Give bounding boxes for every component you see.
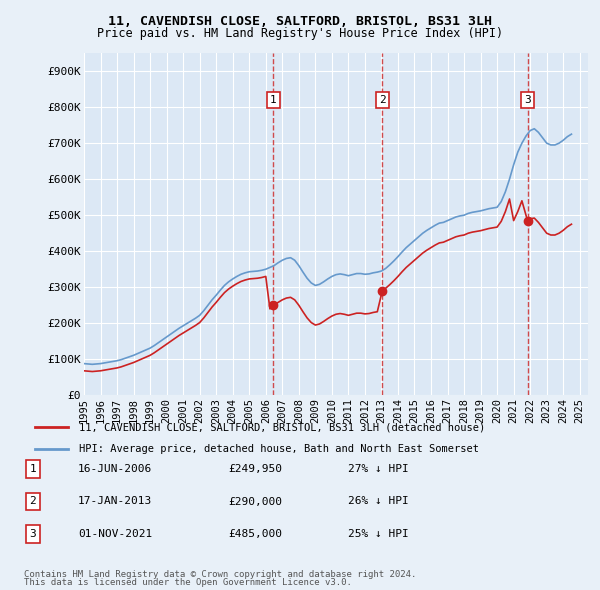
Text: £485,000: £485,000 — [228, 529, 282, 539]
Text: 3: 3 — [29, 529, 37, 539]
Text: Price paid vs. HM Land Registry's House Price Index (HPI): Price paid vs. HM Land Registry's House … — [97, 27, 503, 40]
Text: 01-NOV-2021: 01-NOV-2021 — [78, 529, 152, 539]
Text: 1: 1 — [29, 464, 37, 474]
Text: This data is licensed under the Open Government Licence v3.0.: This data is licensed under the Open Gov… — [24, 578, 352, 587]
Text: 2: 2 — [29, 497, 37, 506]
Text: 27% ↓ HPI: 27% ↓ HPI — [348, 464, 409, 474]
Text: 1: 1 — [270, 95, 277, 105]
Text: 3: 3 — [524, 95, 531, 105]
Text: 26% ↓ HPI: 26% ↓ HPI — [348, 497, 409, 506]
Text: 17-JAN-2013: 17-JAN-2013 — [78, 497, 152, 506]
Text: 2: 2 — [379, 95, 386, 105]
Text: 11, CAVENDISH CLOSE, SALTFORD, BRISTOL, BS31 3LH (detached house): 11, CAVENDISH CLOSE, SALTFORD, BRISTOL, … — [79, 422, 485, 432]
Text: £290,000: £290,000 — [228, 497, 282, 506]
Text: 11, CAVENDISH CLOSE, SALTFORD, BRISTOL, BS31 3LH: 11, CAVENDISH CLOSE, SALTFORD, BRISTOL, … — [108, 15, 492, 28]
Text: 16-JUN-2006: 16-JUN-2006 — [78, 464, 152, 474]
Text: 25% ↓ HPI: 25% ↓ HPI — [348, 529, 409, 539]
Text: £249,950: £249,950 — [228, 464, 282, 474]
Text: Contains HM Land Registry data © Crown copyright and database right 2024.: Contains HM Land Registry data © Crown c… — [24, 571, 416, 579]
Text: HPI: Average price, detached house, Bath and North East Somerset: HPI: Average price, detached house, Bath… — [79, 444, 479, 454]
